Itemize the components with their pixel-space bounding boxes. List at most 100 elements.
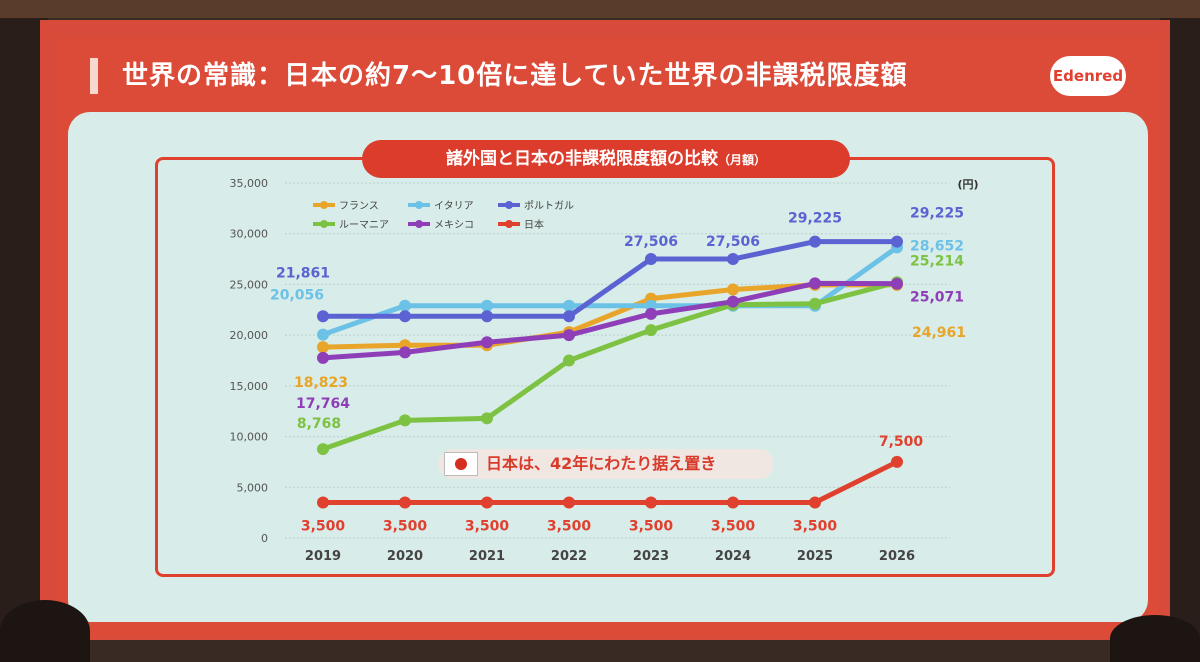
data-point bbox=[481, 310, 493, 323]
data-label: 27,506 bbox=[624, 234, 678, 250]
data-label: 27,506 bbox=[706, 234, 760, 250]
data-point bbox=[317, 351, 329, 364]
data-point bbox=[727, 295, 739, 308]
data-point bbox=[891, 455, 903, 468]
legend-marker bbox=[320, 201, 328, 209]
data-point bbox=[809, 297, 821, 310]
chart-title-main: 諸外国と日本の非課税限度額の比較 bbox=[445, 149, 718, 169]
data-point bbox=[399, 346, 411, 359]
data-point bbox=[809, 277, 821, 290]
x-tick-label: 2024 bbox=[715, 549, 751, 564]
data-label: 25,071 bbox=[910, 290, 964, 306]
x-tick-label: 2022 bbox=[551, 549, 587, 564]
data-point bbox=[317, 341, 329, 354]
y-tick-label: 10,000 bbox=[230, 431, 269, 444]
data-point bbox=[563, 496, 575, 509]
data-point bbox=[399, 414, 411, 427]
data-point bbox=[563, 310, 575, 323]
chart-title-sub: （月額） bbox=[717, 153, 766, 167]
data-point bbox=[563, 354, 575, 367]
data-label: 28,652 bbox=[910, 238, 964, 254]
x-tick-label: 2026 bbox=[879, 549, 915, 564]
title-accent-bar bbox=[90, 58, 98, 94]
data-point bbox=[727, 283, 739, 296]
japan-flag-icon bbox=[444, 452, 478, 476]
data-label: 3,500 bbox=[711, 519, 756, 535]
data-point bbox=[481, 336, 493, 349]
data-point bbox=[481, 496, 493, 509]
legend-label: 日本 bbox=[524, 218, 544, 231]
series-line bbox=[323, 239, 897, 319]
x-tick-label: 2023 bbox=[633, 549, 669, 564]
data-label: 3,500 bbox=[629, 519, 674, 535]
x-tick-label: 2020 bbox=[387, 549, 423, 564]
y-tick-label: 15,000 bbox=[230, 380, 269, 393]
data-point bbox=[399, 496, 411, 509]
data-label: 17,764 bbox=[296, 396, 350, 412]
series-line bbox=[322, 245, 899, 337]
audience-silhouette-left bbox=[0, 600, 90, 662]
data-point bbox=[481, 412, 493, 425]
legend-label: イタリア bbox=[434, 200, 474, 212]
data-point bbox=[891, 235, 903, 248]
data-point bbox=[645, 307, 657, 320]
legend-marker bbox=[415, 220, 423, 228]
data-label: 18,823 bbox=[294, 375, 348, 391]
legend-label: フランス bbox=[339, 200, 379, 212]
data-label: 29,225 bbox=[788, 211, 842, 227]
data-point bbox=[809, 235, 821, 248]
callout-text: 日本は、42年にわたり据え置き bbox=[486, 454, 717, 473]
data-label: 3,500 bbox=[383, 519, 428, 535]
data-point bbox=[891, 277, 903, 290]
series-line bbox=[322, 280, 898, 361]
audience-silhouette-right bbox=[1110, 615, 1200, 662]
legend-label: ポルトガル bbox=[524, 200, 574, 212]
data-point bbox=[563, 299, 575, 312]
y-tick-label: 5,000 bbox=[237, 481, 269, 494]
data-point bbox=[317, 310, 329, 323]
legend-marker bbox=[505, 220, 513, 228]
data-label: 3,500 bbox=[301, 519, 346, 535]
data-label: 8,768 bbox=[297, 416, 341, 432]
data-label: 20,056 bbox=[270, 288, 324, 304]
data-point bbox=[727, 253, 739, 266]
data-point bbox=[645, 324, 657, 337]
data-label: 21,861 bbox=[276, 265, 330, 281]
data-label: 7,500 bbox=[879, 434, 924, 450]
room-wall-top bbox=[0, 0, 1200, 18]
y-tick-label: 20,000 bbox=[230, 329, 269, 342]
y-unit-label: (円) bbox=[957, 178, 978, 191]
y-tick-label: 0 bbox=[261, 532, 268, 545]
data-point bbox=[645, 496, 657, 509]
data-point bbox=[727, 496, 739, 509]
y-tick-label: 35,000 bbox=[230, 177, 269, 190]
legend-marker bbox=[320, 220, 328, 228]
data-label: 3,500 bbox=[465, 519, 510, 535]
data-point bbox=[563, 329, 575, 342]
legend-label: メキシコ bbox=[434, 220, 474, 231]
data-point bbox=[645, 253, 657, 266]
y-tick-label: 30,000 bbox=[230, 228, 269, 241]
data-point bbox=[809, 496, 821, 509]
japan-callout: 日本は、42年にわたり据え置き bbox=[438, 449, 774, 479]
edenred-logo: Edenred bbox=[1050, 56, 1126, 96]
data-label: 3,500 bbox=[793, 519, 838, 535]
data-label: 3,500 bbox=[547, 519, 592, 535]
series-line bbox=[323, 459, 899, 505]
series-line bbox=[322, 279, 898, 452]
data-label: 29,225 bbox=[910, 206, 964, 222]
legend-marker bbox=[505, 201, 513, 209]
x-tick-label: 2025 bbox=[797, 549, 833, 564]
y-tick-label: 25,000 bbox=[230, 278, 269, 291]
legend-marker bbox=[415, 201, 423, 209]
slide-title: 世界の常識：日本の約7～10倍に達していた世界の非課税限度額 bbox=[122, 61, 908, 91]
data-label: 24,961 bbox=[912, 325, 966, 341]
x-tick-label: 2021 bbox=[469, 549, 505, 564]
data-point bbox=[399, 299, 411, 312]
data-point bbox=[317, 443, 329, 456]
chart-title: 諸外国と日本の非課税限度額の比較（月額） bbox=[362, 140, 850, 178]
data-point bbox=[317, 496, 329, 509]
data-point bbox=[399, 310, 411, 323]
chart-panel bbox=[68, 112, 1148, 622]
